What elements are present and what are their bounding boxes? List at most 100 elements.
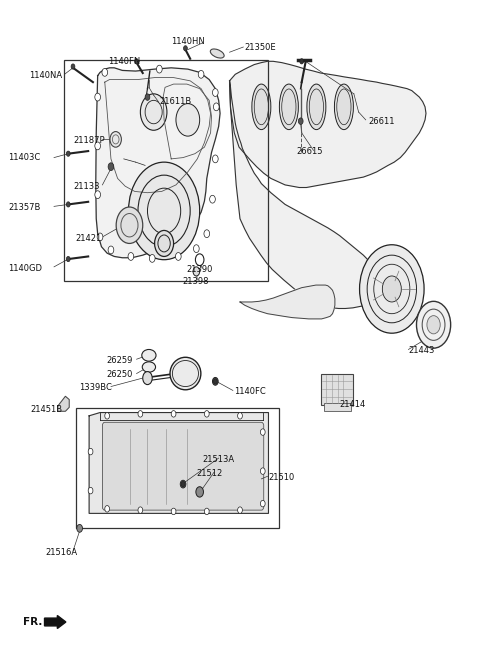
Circle shape bbox=[183, 46, 187, 51]
Text: 21512: 21512 bbox=[196, 469, 223, 478]
Circle shape bbox=[383, 276, 401, 302]
Circle shape bbox=[77, 524, 83, 532]
Text: 26611: 26611 bbox=[368, 117, 395, 126]
Circle shape bbox=[171, 411, 176, 417]
Circle shape bbox=[105, 413, 109, 419]
Circle shape bbox=[108, 163, 114, 171]
Ellipse shape bbox=[307, 84, 326, 130]
Circle shape bbox=[204, 411, 209, 417]
Text: 21516A: 21516A bbox=[46, 548, 78, 557]
Circle shape bbox=[105, 506, 109, 512]
Circle shape bbox=[193, 245, 199, 253]
Circle shape bbox=[261, 429, 265, 436]
Circle shape bbox=[204, 508, 209, 515]
Bar bbox=[64, 60, 267, 281]
Polygon shape bbox=[58, 396, 69, 411]
Circle shape bbox=[299, 118, 303, 125]
Circle shape bbox=[138, 507, 143, 514]
Ellipse shape bbox=[142, 362, 156, 372]
Circle shape bbox=[116, 207, 143, 243]
Bar bbox=[76, 408, 279, 528]
Ellipse shape bbox=[335, 84, 353, 130]
Circle shape bbox=[138, 411, 143, 417]
Ellipse shape bbox=[142, 350, 156, 361]
Circle shape bbox=[143, 371, 152, 384]
Text: 21421: 21421 bbox=[75, 234, 102, 243]
Text: 1339BC: 1339BC bbox=[79, 383, 111, 392]
Text: 1140GD: 1140GD bbox=[9, 264, 42, 273]
Circle shape bbox=[155, 230, 174, 256]
Bar bbox=[324, 403, 350, 411]
Polygon shape bbox=[229, 61, 426, 188]
Text: 11403C: 11403C bbox=[9, 153, 41, 162]
Circle shape bbox=[360, 245, 424, 333]
Circle shape bbox=[110, 132, 121, 147]
Circle shape bbox=[88, 487, 93, 494]
Text: 21414: 21414 bbox=[340, 400, 366, 409]
Text: 1140FN: 1140FN bbox=[108, 57, 140, 66]
Circle shape bbox=[193, 267, 200, 276]
Circle shape bbox=[95, 142, 100, 150]
Circle shape bbox=[145, 94, 150, 100]
Circle shape bbox=[102, 68, 108, 76]
Circle shape bbox=[156, 65, 162, 73]
Circle shape bbox=[300, 59, 303, 64]
FancyBboxPatch shape bbox=[102, 422, 264, 510]
Text: 21133: 21133 bbox=[73, 182, 99, 191]
Circle shape bbox=[213, 89, 218, 96]
Text: 21357B: 21357B bbox=[9, 203, 41, 212]
Text: FR.: FR. bbox=[23, 617, 42, 627]
Circle shape bbox=[97, 233, 103, 241]
Circle shape bbox=[214, 103, 219, 111]
Text: 1140FC: 1140FC bbox=[234, 387, 266, 396]
Circle shape bbox=[176, 253, 181, 260]
Circle shape bbox=[88, 448, 93, 455]
Bar bbox=[321, 373, 353, 405]
Circle shape bbox=[417, 301, 451, 348]
Circle shape bbox=[95, 191, 100, 199]
Circle shape bbox=[66, 151, 70, 156]
Circle shape bbox=[129, 162, 200, 260]
Circle shape bbox=[176, 104, 200, 136]
Polygon shape bbox=[240, 285, 335, 319]
Circle shape bbox=[238, 413, 242, 419]
Circle shape bbox=[108, 246, 114, 254]
Text: 21510: 21510 bbox=[268, 473, 295, 482]
Text: 26615: 26615 bbox=[296, 146, 323, 155]
Circle shape bbox=[427, 316, 440, 334]
Circle shape bbox=[71, 64, 75, 69]
Circle shape bbox=[213, 155, 218, 163]
Circle shape bbox=[195, 254, 204, 266]
Ellipse shape bbox=[170, 358, 201, 390]
Circle shape bbox=[66, 256, 70, 262]
Ellipse shape bbox=[210, 49, 224, 58]
Text: 21390: 21390 bbox=[187, 265, 213, 274]
Circle shape bbox=[214, 379, 217, 384]
Circle shape bbox=[210, 195, 216, 203]
Circle shape bbox=[204, 230, 210, 237]
Text: 21611B: 21611B bbox=[159, 97, 192, 106]
Circle shape bbox=[128, 253, 134, 260]
Text: 26250: 26250 bbox=[106, 371, 132, 379]
Circle shape bbox=[66, 202, 70, 207]
Ellipse shape bbox=[279, 84, 299, 130]
Circle shape bbox=[238, 507, 242, 514]
Text: 21443: 21443 bbox=[408, 346, 435, 356]
Text: 26259: 26259 bbox=[106, 356, 132, 365]
Circle shape bbox=[181, 482, 185, 487]
Circle shape bbox=[213, 377, 218, 385]
Polygon shape bbox=[89, 413, 268, 514]
Ellipse shape bbox=[252, 84, 271, 130]
Text: 21513A: 21513A bbox=[202, 455, 234, 464]
Circle shape bbox=[140, 94, 167, 131]
Text: 1140NA: 1140NA bbox=[29, 71, 62, 80]
Text: 21398: 21398 bbox=[182, 277, 209, 285]
Polygon shape bbox=[229, 81, 379, 308]
Circle shape bbox=[196, 487, 204, 497]
Circle shape bbox=[135, 59, 138, 64]
Polygon shape bbox=[96, 68, 220, 258]
Circle shape bbox=[149, 255, 155, 262]
FancyArrow shape bbox=[45, 615, 66, 628]
Text: 1140HN: 1140HN bbox=[171, 37, 204, 47]
Circle shape bbox=[171, 508, 176, 515]
